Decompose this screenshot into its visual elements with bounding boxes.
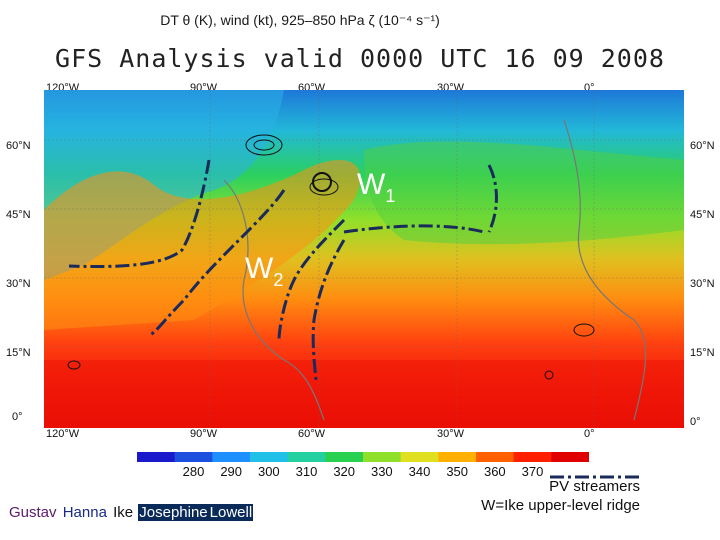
colorbar-swatch [513,452,552,462]
colorbar-swatch [363,452,402,462]
ridge-label-w1: W1 [357,168,395,207]
colorbar: 280 290 300 310 320 330 340 350 360 370 [137,452,589,478]
lat-label-0-left: 0° [12,411,23,423]
colorbar-tick-label: 320 [333,464,355,478]
colorbar-swatch [476,452,515,462]
colorbar-tick-label: 280 [183,464,205,478]
colorbar-swatch [287,452,326,462]
lat-label-45n-left: 45°N [6,209,31,221]
streamer-label: PV streamers [549,478,640,495]
storm-legend: Gustav Hanna Ike Josephine Lowell [8,504,254,521]
graticule [44,90,684,428]
streamer-legend-line [550,475,640,479]
lon-label-30w-bottom: 30°W [437,428,465,440]
streamer-legend: PV streamers W=Ike upper-level ridge [420,472,640,514]
lat-label-15n-left: 15°N [6,347,31,359]
pv-streamers [68,159,498,381]
north-america-coastline [223,179,325,421]
colorbar-swatch [438,452,477,462]
w2-letter: W [245,252,274,285]
lat-label-30n-left: 30°N [6,278,31,290]
figure-caption: DT θ (K), wind (kt), 925–850 hPa ζ (10⁻⁴… [160,12,440,28]
colorbar-swatch [212,452,251,462]
colorbar-tick-label: 310 [296,464,318,478]
colorbar-tick-label: 330 [371,464,393,478]
tropical-zone [44,360,684,428]
colorbar-swatch [137,452,176,462]
lat-label-45n-right: 45°N [690,209,715,221]
ridge-label: W=Ike upper-level ridge [481,497,640,514]
storm-name-ike: Ike [113,504,134,521]
ike-marker [312,172,332,192]
map-title: GFS Analysis valid 0000 UTC 16 09 2008 [55,44,665,73]
lon-label-0-top: 0° [584,82,595,94]
warm-ridge-region [44,160,361,330]
lon-label-120w-bottom: 120°W [46,428,80,440]
lon-label-60w-bottom: 60°W [298,428,326,440]
vorticity-contours [67,134,595,380]
storm-name-lowell: Lowell [208,504,254,521]
lon-label-0-bottom: 0° [584,428,595,440]
colorbar-tick-label: 350 [446,464,468,478]
colorbar-swatch [325,452,364,462]
ridge-label-w2: W2 [245,252,283,291]
w1-subscript: 1 [385,186,396,206]
colorbar-tick-label: 290 [220,464,242,478]
colorbar-tick-label: 340 [409,464,431,478]
colorbar-tick-label: 300 [258,464,280,478]
w1-letter: W [357,168,386,201]
colorbar-swatch [551,452,589,462]
lat-label-60n-left: 60°N [6,140,31,152]
storm-name-josephine: Josephine [138,504,209,521]
europe-africa-coastline [563,119,647,421]
colorbar-swatch [250,452,289,462]
lat-label-0-right: 0° [690,416,701,428]
lon-label-90w-bottom: 90°W [190,428,218,440]
lat-label-15n-right: 15°N [690,347,715,359]
theta-map [44,90,684,428]
lat-label-30n-right: 30°N [690,278,715,290]
storm-name-gustav: Gustav [9,504,57,521]
mid-latitude-band [364,141,684,245]
colorbar-swatch [174,452,213,462]
colorbar-swatch [400,452,439,462]
colorbar-tick-label: 370 [522,464,544,478]
storm-name-hanna: Hanna [62,504,107,521]
w2-subscript: 2 [273,270,284,290]
lat-label-60n-right: 60°N [690,140,715,152]
colorbar-tick-label: 360 [484,464,506,478]
